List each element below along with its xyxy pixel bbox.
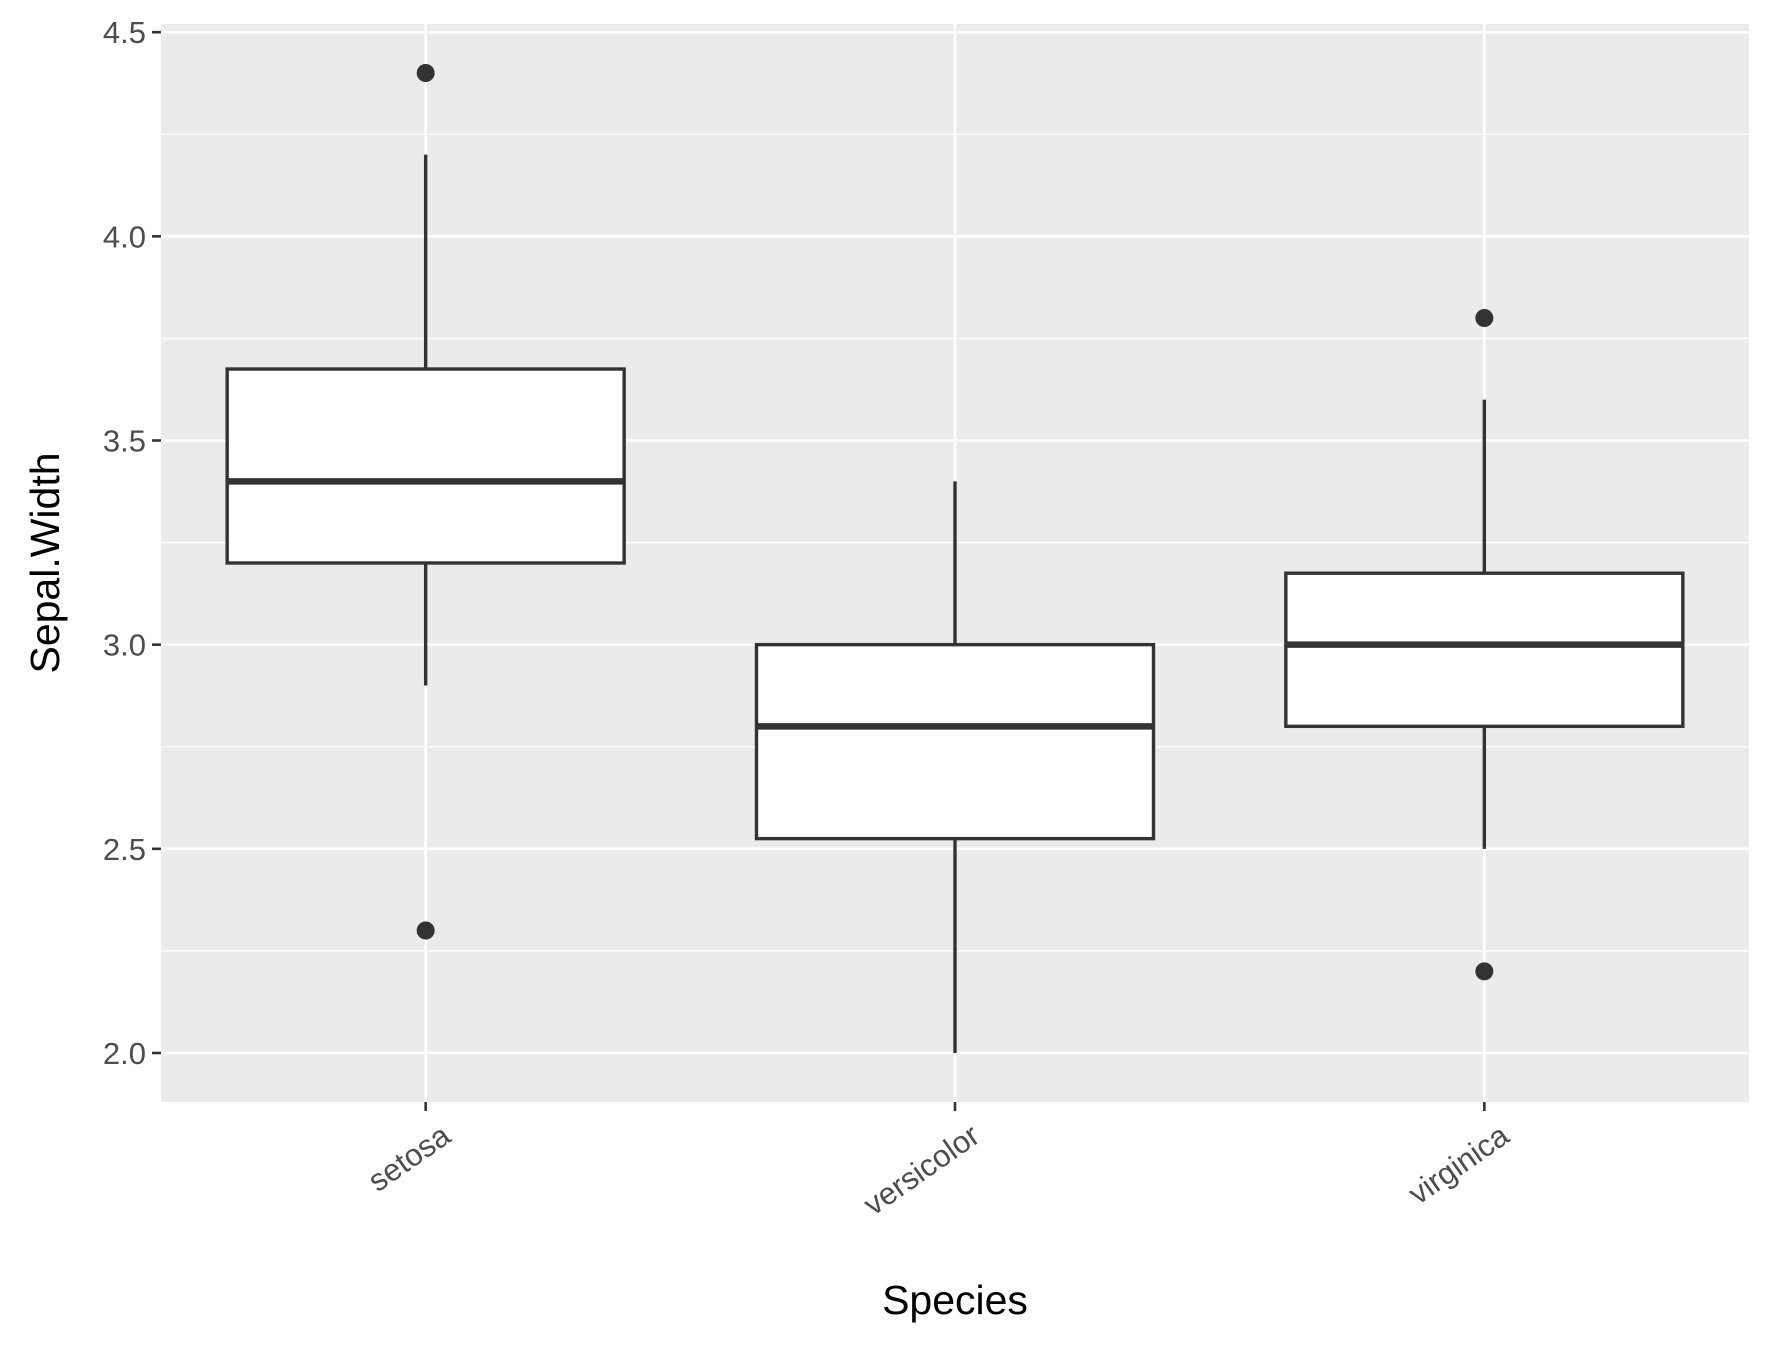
y-tick-label: 4.5: [103, 15, 146, 50]
box-virginica: [1284, 309, 1685, 981]
box-iqr: [1284, 571, 1685, 729]
box-versicolor: [754, 481, 1156, 1053]
outlier-point: [1475, 309, 1494, 327]
x-tick-label: versicolor: [857, 1117, 986, 1222]
y-tick-label: 4.0: [103, 219, 146, 254]
box-series: [225, 64, 1685, 1053]
box-iqr: [754, 642, 1156, 841]
y-tick-label: 3.0: [103, 628, 146, 663]
x-tick-label: setosa: [362, 1117, 458, 1198]
outlier-point: [416, 921, 435, 940]
box-setosa: [225, 64, 626, 940]
y-tick-label: 2.0: [103, 1036, 146, 1071]
y-tick-label: 2.5: [103, 832, 146, 867]
x-axis-title: Species: [882, 1277, 1028, 1323]
y-tick-label: 3.5: [103, 424, 146, 459]
x-axis: setosa versicolor virginica: [362, 1102, 1516, 1222]
outlier-point: [1475, 962, 1494, 981]
outlier-point: [416, 64, 435, 82]
y-axis: 2.0 2.5 3.0 3.5 4.0 4.5: [103, 15, 161, 1071]
box-iqr: [225, 367, 626, 565]
y-axis-title: Sepal.Width: [22, 452, 68, 673]
x-tick-label: virginica: [1402, 1117, 1516, 1211]
